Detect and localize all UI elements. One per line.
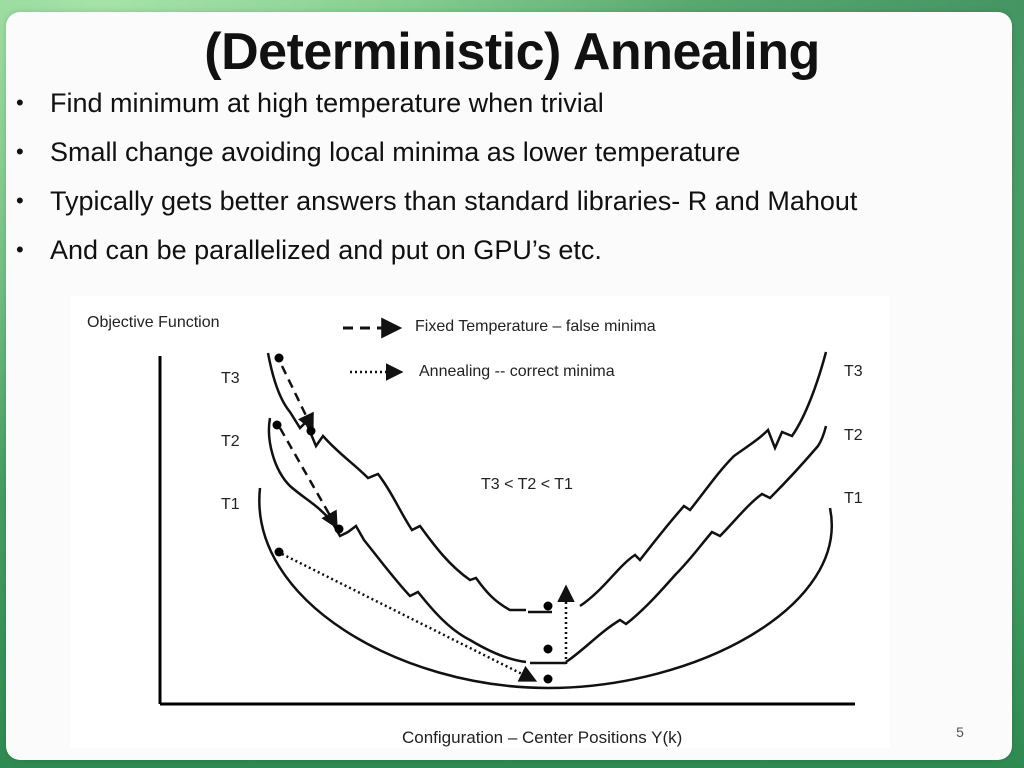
bullet-dot-icon: • xyxy=(16,90,24,115)
legend-dashed-label: Fixed Temperature – false minima xyxy=(415,318,656,335)
bullet-dot-icon: • xyxy=(16,139,24,164)
curve-label-t1-left: T1 xyxy=(221,496,240,513)
bullet-item: • Find minimum at high temperature when t… xyxy=(10,84,1010,133)
bullet-text: Small change avoiding local minima as lo… xyxy=(50,137,741,167)
x-axis-label: Configuration – Center Positions Y(k) xyxy=(402,728,682,747)
curve-t2 xyxy=(267,417,828,664)
point-t3-false-min xyxy=(306,426,316,436)
bullet-text: Find minimum at high temperature when tr… xyxy=(50,88,604,118)
slide-title: (Deterministic) Annealing xyxy=(204,23,820,81)
bullet-dot-icon: • xyxy=(16,237,24,262)
curve-label-t2-left: T2 xyxy=(221,433,240,450)
bullet-item: • Small change avoiding local minima as l… xyxy=(10,133,1010,182)
curve-label-t2-right: T2 xyxy=(844,427,863,444)
point-t1-min xyxy=(543,674,553,684)
temperature-relation: T3 < T2 < T1 xyxy=(481,476,573,493)
point-t3-start xyxy=(274,353,284,363)
y-axis-label: Objective Function xyxy=(87,314,220,331)
legend-dotted-label: Annealing -- correct minima xyxy=(419,363,615,380)
bullet-dot-icon: • xyxy=(16,188,24,213)
curve-label-t1-right: T1 xyxy=(844,490,863,507)
curve-label-t3-right: T3 xyxy=(844,363,863,380)
point-t2-start xyxy=(272,420,282,430)
bullet-list: • Find minimum at high temperature when t… xyxy=(10,84,1010,280)
bullet-text: Typically gets better answers than stand… xyxy=(50,186,858,216)
dashed-arrow-t3 xyxy=(280,365,314,432)
dotted-arrow-annealing xyxy=(281,552,538,682)
curve-t3 xyxy=(266,351,828,612)
point-t3-min xyxy=(543,601,553,611)
diagram-panel xyxy=(70,296,890,748)
curve-label-t3-left: T3 xyxy=(221,370,240,387)
point-t2-min xyxy=(543,644,553,654)
dashed-arrow-t2 xyxy=(278,427,338,530)
bullet-text: And can be parallelized and put on GPU’s… xyxy=(50,235,602,265)
page-number: 5 xyxy=(956,724,964,740)
bullet-item: • Typically gets better answers than stan… xyxy=(10,182,1010,231)
bullet-item: • And can be parallelized and put on GPU’… xyxy=(10,231,1010,280)
point-t2-false-min xyxy=(334,524,344,534)
point-t1-start xyxy=(274,547,284,557)
curve-t1 xyxy=(258,487,833,690)
